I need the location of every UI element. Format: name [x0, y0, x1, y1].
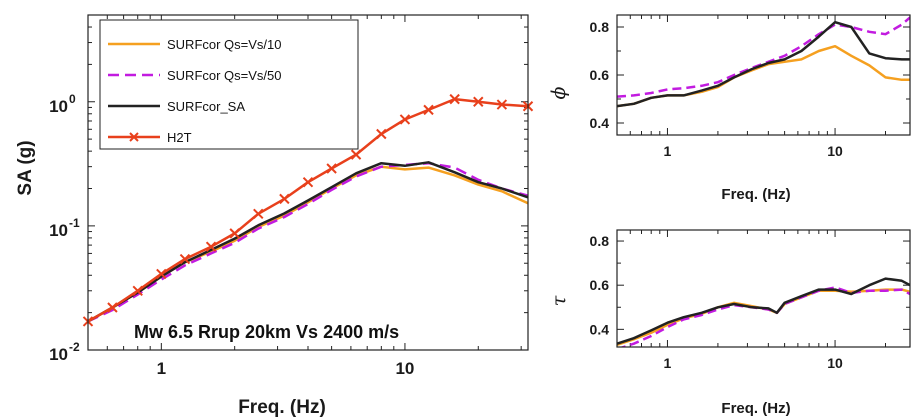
- x-tick-label: 10: [827, 143, 843, 159]
- series-line-0: [88, 165, 528, 323]
- series-line-0: [617, 288, 910, 346]
- plot-frame: [616, 229, 911, 348]
- sa-legend: SURFcor Qs=Vs/10 SURFcor Qs=Vs/50 SURFco…: [99, 19, 359, 150]
- data-point-marker: [496, 99, 508, 110]
- data-point-marker: [229, 228, 240, 239]
- series-line-1: [617, 16, 910, 98]
- data-point-marker: [350, 149, 362, 160]
- phi-y-axis-label: ϕ: [548, 86, 570, 99]
- tau-y-axis-label: τ: [548, 295, 570, 306]
- y-tick-label: 10: [49, 97, 68, 116]
- series-line-2: [617, 277, 910, 345]
- legend-label-surfcor-qs10: SURFcor Qs=Vs/10: [167, 37, 282, 52]
- plot-frame: [616, 14, 911, 136]
- data-point-marker: [473, 96, 484, 107]
- series-line-2: [617, 20, 910, 108]
- x-tick-label: 1: [664, 355, 672, 371]
- legend-box: [99, 19, 359, 150]
- x-tick-label: 10: [827, 355, 843, 371]
- y-tick-label: 0.4: [590, 115, 610, 131]
- x-tick-label: 1: [664, 143, 672, 159]
- y-tick-label: 10: [49, 345, 68, 364]
- sa-y-axis-label: SA (g): [15, 140, 36, 195]
- y-tick-label: 0.8: [590, 233, 610, 249]
- sa-annotation: Mw 6.5 Rrup 20km Vs 2400 m/s: [134, 322, 399, 342]
- plot-frame: [87, 14, 529, 351]
- y-tick-label-exponent: 0: [69, 92, 76, 106]
- series-line-1: [619, 286, 910, 347]
- x-tick-label: 10: [395, 359, 414, 378]
- data-point-marker: [205, 241, 217, 252]
- data-point-marker: [423, 104, 434, 116]
- x-tick-label: 1: [157, 359, 166, 378]
- tau-x-axis-label: Freq. (Hz): [721, 400, 790, 417]
- data-point-marker: [156, 268, 167, 280]
- tau-plot-area: 1 10 0.4 0.6 0.8: [590, 229, 911, 371]
- y-tick-label: 0.8: [590, 19, 610, 35]
- series-line-1: [88, 161, 528, 323]
- data-point-marker: [326, 163, 337, 174]
- legend-label-h2t: H2T: [167, 130, 192, 145]
- data-point-marker: [179, 253, 191, 265]
- sa-x-axis-label: Freq. (Hz): [238, 397, 326, 418]
- legend-marker-h2t: [129, 132, 139, 142]
- phi-chart: 1 10 0.4 0.6 0.8 Freq. (Hz) ϕ: [548, 14, 911, 203]
- legend-label-surfcor-qs50: SURFcor Qs=Vs/50: [167, 68, 282, 83]
- y-tick-label: 10: [49, 221, 68, 240]
- data-point-marker: [279, 193, 290, 205]
- y-tick-label-exponent: -2: [69, 340, 80, 354]
- data-point-marker: [132, 285, 143, 296]
- data-point-marker: [107, 302, 118, 313]
- data-point-marker: [376, 128, 387, 140]
- y-tick-label: 0.6: [590, 277, 610, 293]
- phi-x-axis-label: Freq. (Hz): [721, 186, 790, 203]
- data-point-marker: [253, 208, 264, 220]
- data-point-marker: [449, 93, 460, 105]
- y-tick-label: 0.6: [590, 67, 610, 83]
- tau-chart: 1 10 0.4 0.6 0.8 Freq. (Hz) τ: [548, 229, 911, 417]
- data-point-marker: [399, 114, 411, 125]
- data-point-marker: [302, 176, 314, 188]
- y-tick-label: 0.4: [590, 321, 610, 337]
- y-tick-label-exponent: -1: [69, 216, 80, 230]
- series-line-2: [88, 161, 528, 323]
- legend-label-surfcor-sa: SURFcor_SA: [167, 99, 245, 114]
- phi-plot-area: 1 10 0.4 0.6 0.8: [590, 14, 911, 159]
